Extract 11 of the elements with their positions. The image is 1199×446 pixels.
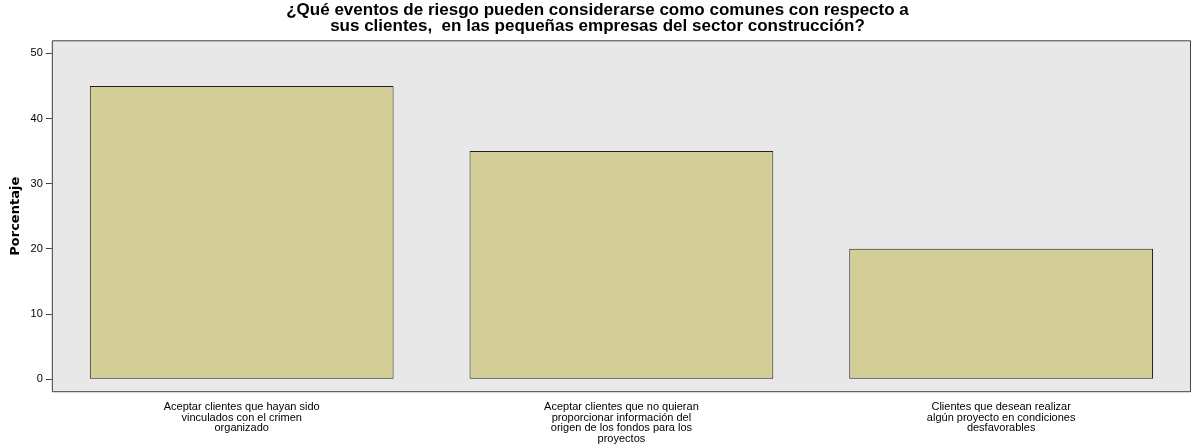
- y-tick-label: 0: [36, 372, 43, 385]
- y-tick-label: 20: [30, 241, 43, 254]
- y-tick-label: 50: [30, 46, 43, 59]
- y-tick-label: 40: [30, 111, 43, 124]
- y-tick-label: 10: [30, 307, 43, 320]
- y-axis-title: Porcentaje: [7, 176, 23, 256]
- x-tick-label: Aceptar clientes que hayan sido vinculados con el crimen organizado: [163, 400, 320, 434]
- chart-title: ¿Qué eventos de riesgo pueden considerarse como comunes con respecto a sus clientes, en las pequeñas empresas del sector construcción?: [286, 0, 910, 35]
- x-tick-label: Clientes que desean realizar algún proyecto en condiciones desfavorables: [926, 400, 1076, 434]
- y-tick-label: 30: [30, 176, 43, 189]
- x-tick-label: Aceptar clientes que no quieran proporcionar información del origen de los fondos para los proyectos: [544, 400, 699, 444]
